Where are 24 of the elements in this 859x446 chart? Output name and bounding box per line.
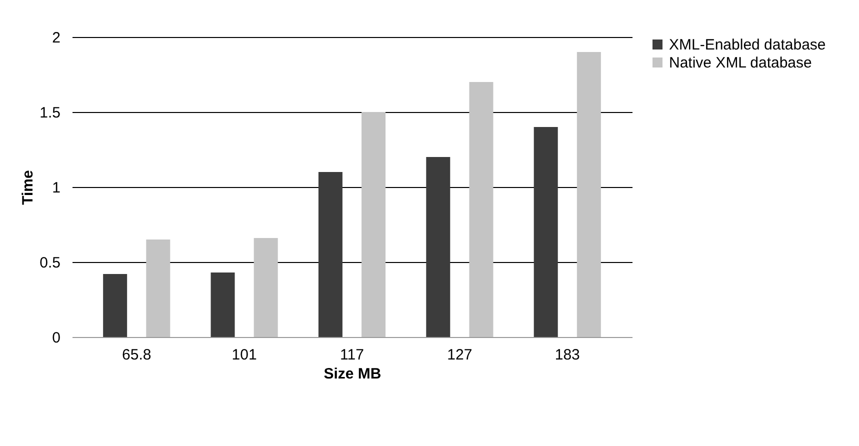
y-tick-label: 1 — [52, 180, 60, 196]
x-tick-label: 183 — [554, 346, 580, 364]
x-axis-title: Size MB — [324, 366, 382, 382]
bar — [362, 112, 386, 337]
legend-label: Native XML database — [669, 54, 812, 72]
x-tick-label: 65.8 — [122, 346, 152, 364]
bar — [254, 238, 278, 337]
x-tick-label: 127 — [447, 346, 472, 364]
y-tick-label: 2 — [52, 30, 60, 46]
bar — [576, 52, 601, 337]
y-tick-label: 1.5 — [40, 104, 60, 122]
y-tick-label: 0 — [52, 330, 60, 346]
bar — [469, 82, 494, 337]
x-tick-label: 117 — [340, 346, 364, 364]
y-tick-label: 0.5 — [40, 254, 60, 272]
bar — [146, 240, 170, 337]
legend-label: XML-Enabled database — [669, 36, 826, 54]
bar — [318, 172, 342, 337]
bar — [210, 272, 235, 337]
y-axis-title: Time — [20, 170, 37, 205]
bar — [426, 157, 450, 337]
x-tick-label: 101 — [232, 346, 257, 364]
bar — [103, 274, 128, 337]
bar — [534, 127, 558, 337]
